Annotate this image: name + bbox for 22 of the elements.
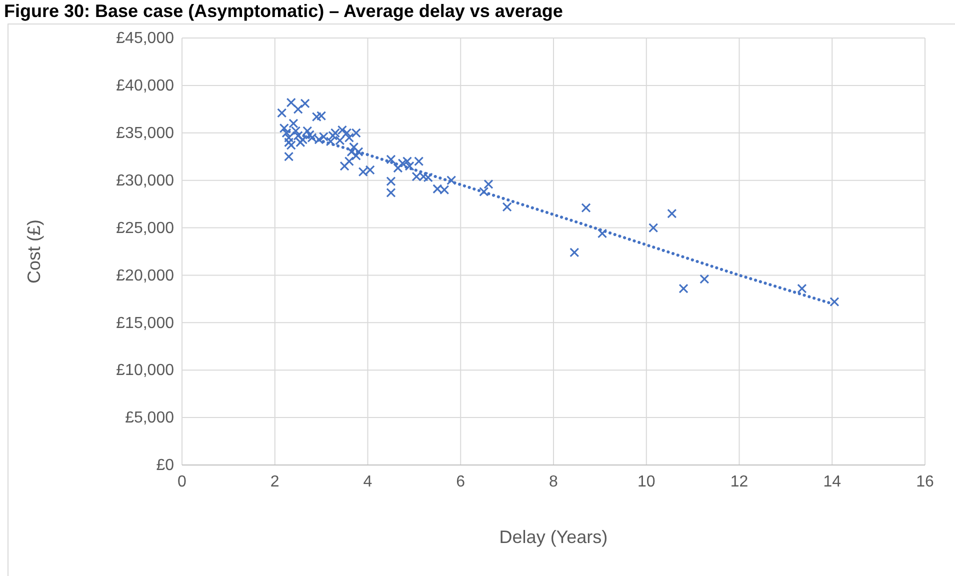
y-tick-label: £40,000 xyxy=(116,78,174,95)
y-tick-label: £10,000 xyxy=(116,362,174,380)
x-tick-label: 0 xyxy=(178,473,187,490)
y-tick-label: £45,000 xyxy=(116,30,174,48)
x-tick-label: 2 xyxy=(270,473,280,490)
chart-title: Figure 30: Base case (Asymptomatic) – Average delay vs average xyxy=(4,1,563,21)
y-tick-label: £5,000 xyxy=(125,410,174,427)
y-tick-label: £15,000 xyxy=(116,314,174,332)
x-tick-label: 10 xyxy=(637,473,656,490)
x-tick-label: 16 xyxy=(916,473,934,490)
x-tick-label: 4 xyxy=(363,473,372,490)
x-axis-title: Delay (Years) xyxy=(499,527,608,547)
x-tick-label: 12 xyxy=(730,473,748,490)
x-tick-label: 6 xyxy=(456,473,466,490)
y-tick-label: £30,000 xyxy=(116,172,174,190)
y-axis-title: Cost (£) xyxy=(24,219,44,284)
x-tick-label: 14 xyxy=(823,473,842,490)
y-tick-label: £25,000 xyxy=(116,220,174,237)
x-tick-label: 8 xyxy=(549,473,558,490)
y-tick-label: £20,000 xyxy=(116,267,174,284)
y-tick-label: £35,000 xyxy=(116,125,174,142)
y-tick-label: £0 xyxy=(156,457,174,474)
